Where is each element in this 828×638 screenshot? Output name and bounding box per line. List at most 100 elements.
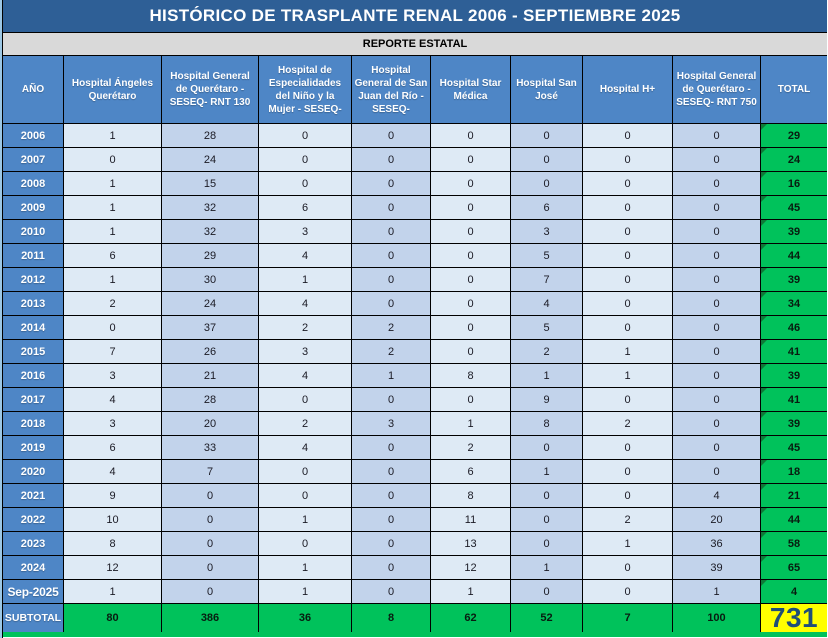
data-cell: 5 bbox=[511, 316, 582, 339]
data-cell: 0 bbox=[511, 124, 582, 147]
data-cell: 0 bbox=[583, 580, 672, 603]
data-cell: 4 bbox=[511, 292, 582, 315]
hospital-column-header: Hospital General de Querétaro - SESEQ- R… bbox=[673, 56, 760, 123]
data-cell: 4 bbox=[259, 244, 351, 267]
data-cell: 3 bbox=[259, 340, 351, 363]
data-cell: 0 bbox=[583, 124, 672, 147]
data-cell: 0 bbox=[259, 124, 351, 147]
data-cell: 0 bbox=[673, 268, 760, 291]
hospital-column-header: Hospital San José bbox=[511, 56, 582, 123]
row-total-cell: 34 bbox=[761, 292, 827, 315]
report-subtitle: REPORTE ESTATAL bbox=[3, 33, 827, 55]
data-cell: 3 bbox=[64, 412, 161, 435]
data-cell: 0 bbox=[431, 196, 510, 219]
data-cell: 8 bbox=[64, 532, 161, 555]
data-cell: 0 bbox=[583, 220, 672, 243]
data-cell: 6 bbox=[431, 460, 510, 483]
data-cell: 2 bbox=[583, 508, 672, 531]
data-cell: 0 bbox=[431, 388, 510, 411]
data-cell: 0 bbox=[352, 124, 430, 147]
data-cell: 20 bbox=[673, 508, 760, 531]
data-cell: 0 bbox=[583, 196, 672, 219]
data-cell: 3 bbox=[352, 412, 430, 435]
renal-transplant-table: HISTÓRICO DE TRASPLANTE RENAL 2006 - SEP… bbox=[3, 0, 827, 632]
data-cell: 0 bbox=[673, 220, 760, 243]
data-cell: 0 bbox=[259, 532, 351, 555]
hospital-column-header: Hospital de Especialidades del Niño y la… bbox=[259, 56, 351, 123]
year-cell: 2012 bbox=[3, 268, 63, 291]
data-cell: 2 bbox=[583, 412, 672, 435]
row-total-cell: 41 bbox=[761, 388, 827, 411]
row-total-cell: 16 bbox=[761, 172, 827, 195]
year-cell: 2018 bbox=[3, 412, 63, 435]
data-cell: 6 bbox=[511, 196, 582, 219]
year-cell: 2011 bbox=[3, 244, 63, 267]
data-cell: 0 bbox=[352, 268, 430, 291]
data-cell: 26 bbox=[162, 340, 258, 363]
data-cell: 1 bbox=[583, 532, 672, 555]
spreadsheet-bottom-edge-strip bbox=[3, 632, 827, 637]
grand-total-cell: 731 bbox=[761, 604, 827, 632]
hospital-column-header: Hospital General de Querétaro - SESEQ- R… bbox=[162, 56, 258, 123]
data-cell: 0 bbox=[673, 460, 760, 483]
data-cell: 7 bbox=[511, 268, 582, 291]
data-cell: 0 bbox=[673, 124, 760, 147]
data-cell: 0 bbox=[352, 460, 430, 483]
data-cell: 0 bbox=[583, 292, 672, 315]
data-cell: 0 bbox=[352, 436, 430, 459]
data-cell: 0 bbox=[431, 220, 510, 243]
data-cell: 7 bbox=[162, 460, 258, 483]
row-total-cell: 58 bbox=[761, 532, 827, 555]
data-cell: 4 bbox=[64, 388, 161, 411]
data-cell: 1 bbox=[259, 268, 351, 291]
data-cell: 0 bbox=[673, 364, 760, 387]
data-cell: 8 bbox=[431, 364, 510, 387]
data-cell: 0 bbox=[431, 148, 510, 171]
data-cell: 1 bbox=[64, 580, 161, 603]
data-cell: 2 bbox=[511, 340, 582, 363]
row-total-cell: 45 bbox=[761, 436, 827, 459]
data-cell: 0 bbox=[673, 388, 760, 411]
row-total-cell: 21 bbox=[761, 484, 827, 507]
year-cell: 2024 bbox=[3, 556, 63, 579]
data-cell: 12 bbox=[431, 556, 510, 579]
row-total-cell: 39 bbox=[761, 220, 827, 243]
data-cell: 6 bbox=[64, 436, 161, 459]
data-cell: 2 bbox=[64, 292, 161, 315]
data-cell: 0 bbox=[511, 436, 582, 459]
data-cell: 1 bbox=[583, 364, 672, 387]
data-cell: 0 bbox=[352, 220, 430, 243]
data-cell: 0 bbox=[583, 388, 672, 411]
data-cell: 1 bbox=[673, 580, 760, 603]
data-cell: 39 bbox=[673, 556, 760, 579]
data-cell: 32 bbox=[162, 220, 258, 243]
data-cell: 0 bbox=[673, 436, 760, 459]
data-cell: 2 bbox=[352, 340, 430, 363]
row-total-cell: 29 bbox=[761, 124, 827, 147]
year-cell: 2010 bbox=[3, 220, 63, 243]
data-cell: 11 bbox=[431, 508, 510, 531]
data-cell: 1 bbox=[64, 124, 161, 147]
data-cell: 0 bbox=[511, 532, 582, 555]
data-cell: 0 bbox=[583, 436, 672, 459]
year-cell: 2007 bbox=[3, 148, 63, 171]
data-cell: 0 bbox=[352, 292, 430, 315]
subtotal-value-cell: 80 bbox=[64, 604, 161, 632]
data-cell: 36 bbox=[673, 532, 760, 555]
data-cell: 1 bbox=[64, 196, 161, 219]
year-cell: 2020 bbox=[3, 460, 63, 483]
data-cell: 1 bbox=[64, 172, 161, 195]
data-cell: 21 bbox=[162, 364, 258, 387]
data-cell: 0 bbox=[583, 484, 672, 507]
data-cell: 5 bbox=[511, 244, 582, 267]
data-cell: 12 bbox=[64, 556, 161, 579]
data-cell: 0 bbox=[431, 172, 510, 195]
data-cell: 0 bbox=[352, 580, 430, 603]
data-cell: 0 bbox=[583, 244, 672, 267]
row-total-cell: 39 bbox=[761, 412, 827, 435]
data-cell: 15 bbox=[162, 172, 258, 195]
row-total-cell: 44 bbox=[761, 244, 827, 267]
data-cell: 0 bbox=[162, 508, 258, 531]
data-cell: 1 bbox=[64, 268, 161, 291]
data-cell: 32 bbox=[162, 196, 258, 219]
